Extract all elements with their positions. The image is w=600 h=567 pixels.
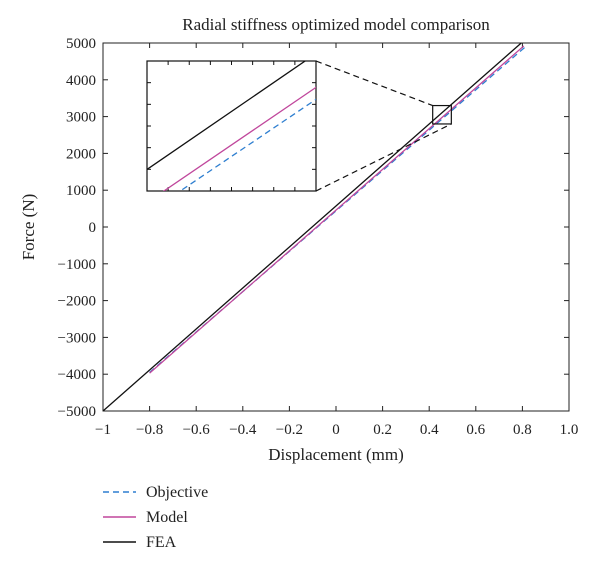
x-tick-label: 0.8 bbox=[513, 422, 532, 438]
y-tick-label: 5000 bbox=[66, 36, 96, 52]
inset-lines bbox=[147, 61, 316, 191]
inset-line-model bbox=[162, 86, 316, 191]
legend: Objective Model FEA bbox=[103, 484, 208, 551]
y-tick-label: −3000 bbox=[58, 330, 96, 346]
legend-label-objective: Objective bbox=[146, 484, 208, 501]
zoom-connector-top bbox=[315, 60, 433, 107]
inset-line-fea bbox=[147, 61, 307, 171]
x-axis-label: Displacement (mm) bbox=[268, 445, 404, 464]
x-tick-label: −1 bbox=[95, 422, 111, 438]
y-tick-label: −5000 bbox=[58, 404, 96, 420]
x-tick-label: 0.2 bbox=[373, 422, 392, 438]
y-tick-label: 2000 bbox=[66, 146, 96, 162]
x-tick-label: 0.4 bbox=[420, 422, 439, 438]
series-line-model bbox=[149, 45, 525, 374]
x-tick-label: −0.8 bbox=[136, 422, 163, 438]
series-lines bbox=[103, 43, 526, 411]
legend-label-fea: FEA bbox=[146, 534, 177, 551]
series-line-fea bbox=[103, 43, 522, 411]
y-tick-label: −4000 bbox=[58, 367, 96, 383]
y-tick-label: −2000 bbox=[58, 294, 96, 310]
x-tick-label: −0.2 bbox=[276, 422, 303, 438]
x-tick-label: −0.4 bbox=[229, 422, 257, 438]
x-tick-label: 0.6 bbox=[466, 422, 485, 438]
inset-frame bbox=[146, 60, 317, 192]
y-tick-label: −1000 bbox=[58, 257, 96, 273]
x-tick-label: −0.6 bbox=[183, 422, 211, 438]
y-tick-label: 4000 bbox=[66, 73, 96, 89]
x-tick-label: 1.0 bbox=[560, 422, 579, 438]
zoom-source-box bbox=[432, 104, 452, 125]
y-tick-label: 1000 bbox=[66, 183, 96, 199]
x-tick-label: 0 bbox=[332, 422, 340, 438]
legend-label-model: Model bbox=[146, 509, 188, 526]
zoom-connector-bottom bbox=[315, 123, 452, 192]
y-axis-label: Force (N) bbox=[19, 194, 38, 261]
y-tick-label: 0 bbox=[89, 220, 97, 236]
chart-title: Radial stiffness optimized model compari… bbox=[182, 15, 490, 34]
plot-area: −1 −0.8 −0.6 −0.4 −0.2 0 0.2 0.4 0.6 0.8 1.0 −5000 −… bbox=[58, 36, 579, 438]
y-tick-label: 3000 bbox=[66, 110, 96, 126]
